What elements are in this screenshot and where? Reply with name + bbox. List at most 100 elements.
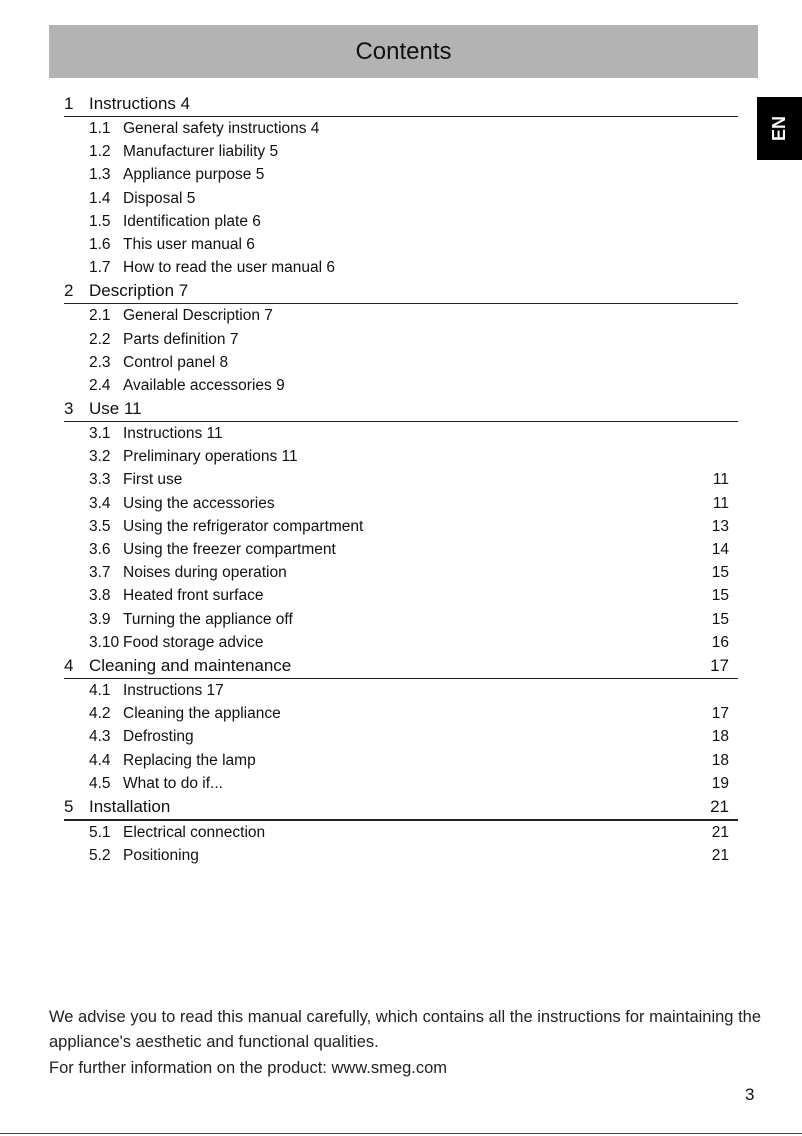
toc-item[interactable]: 2.2 Parts definition 7 [64,328,738,351]
item-title: Cleaning the appliance [123,705,281,723]
toc-item[interactable]: 4.1 Instructions 17 [64,679,738,702]
toc-item[interactable]: 1.6 This user manual 6 [64,233,738,256]
toc-item[interactable]: 4.3 Defrosting 18 [64,725,738,748]
item-page: 14 [711,541,729,558]
toc-item[interactable]: 4.5 What to do if... 19 [64,772,738,795]
toc-item[interactable]: 3.10 Food storage advice 16 [64,631,738,654]
item-title: General safety instructions 4 [123,120,320,137]
item-number: 5.2 [89,847,111,865]
toc-item[interactable]: 1.3 Appliance purpose 5 [64,163,738,186]
item-page: 15 [711,564,729,582]
section-number: 2 [64,281,74,301]
item-title: Replacing the lamp [123,751,256,769]
toc-item[interactable]: 3.4 Using the accessories 11 [64,492,738,515]
toc-item[interactable]: 3.2 Preliminary operations 11 [64,445,738,468]
toc-item[interactable]: 3.1 Instructions 11 [64,422,738,445]
item-number: 3.7 [89,564,111,582]
item-page: 11 [712,494,729,512]
item-title: Identification plate 6 [123,212,261,230]
contents-header: Contents [49,25,758,78]
footer-info: For further information on the product: … [49,1059,447,1077]
toc-item[interactable]: 1.2 Manufacturer liability 5 [64,140,738,163]
toc-item[interactable]: 1.7 How to read the user manual 6 [64,256,738,279]
section-number: 1 [64,94,74,113]
section-heading: 4 Cleaning and maintenance [64,654,291,678]
item-title: Instructions 11 [123,425,223,443]
item-title: Preliminary operations 11 [123,448,298,466]
item-number: 1.1 [89,120,111,137]
section-title: Use 11 [89,399,142,419]
page-title: Contents [355,37,452,65]
item-title: This user manual 6 [123,235,255,253]
toc-item[interactable]: 3.8 Heated front surface 15 [64,584,738,607]
item-title: Using the refrigerator compartment [123,517,364,535]
toc-item[interactable]: 3.3 First use 11 [64,468,738,491]
item-number: 3.10 [89,633,120,651]
section-number: 3 [64,399,74,419]
item-title: Available accessories 9 [123,376,285,394]
item-page: 21 [711,847,729,865]
toc-item[interactable]: 1.1 General safety instructions 4 [64,117,738,140]
section-number: 5 [64,796,74,816]
item-number: 3.2 [89,448,111,466]
item-page: 18 [711,728,729,746]
toc-item[interactable]: 4.4 Replacing the lamp 18 [64,749,738,772]
section-heading: 1 Instructions 4 [64,92,190,116]
item-page: 11 [712,471,729,489]
item-page: 15 [711,610,729,628]
toc-item[interactable]: 2.4 Available accessories 9 [64,374,738,397]
item-number: 2.3 [89,353,111,371]
item-page: 15 [711,587,729,605]
item-title: Positioning [123,847,199,865]
item-title: Food storage advice [123,633,264,651]
toc-item[interactable]: 3.9 Turning the appliance off 15 [64,608,738,631]
item-number: 3.3 [89,471,111,489]
toc-item[interactable]: 1.5 Identification plate 6 [64,210,738,233]
toc-item[interactable]: 4.2 Cleaning the appliance 17 [64,702,738,725]
item-title: Instructions 17 [123,681,224,699]
toc-item[interactable]: 2.3 Control panel 8 [64,351,738,374]
item-number: 3.9 [89,610,111,628]
item-page: 13 [711,517,729,535]
item-title: Turning the appliance off [123,610,293,628]
item-number: 1.2 [89,143,111,161]
item-title: Using the freezer compartment [123,541,336,558]
language-tab-label: EN [768,115,789,142]
item-number: 3.4 [89,494,111,512]
toc-item[interactable]: 5.2 Positioning 21 [64,844,738,867]
item-number: 2.4 [89,376,111,394]
toc-item[interactable]: 3.5 Using the refrigerator compartment 13 [64,515,738,538]
section-heading: 3 Use 11 [64,397,142,421]
toc-section[interactable]: 3 Use 11 [64,397,738,423]
item-number: 5.1 [89,823,111,841]
item-page: 21 [711,823,729,841]
item-page: 16 [711,633,729,651]
item-title: Appliance purpose 5 [123,166,265,184]
item-number: 2.2 [89,330,111,348]
toc-section[interactable]: 5 Installation 21 [64,795,738,821]
item-title: General Description 7 [123,307,273,325]
item-number: 1.7 [89,259,111,277]
item-page: 17 [711,705,729,723]
item-number: 2.1 [89,307,111,325]
toc-item[interactable]: 3.7 Noises during operation 15 [64,561,738,584]
item-title: Disposal 5 [123,189,196,207]
item-number: 4.5 [89,774,111,792]
section-page: 21 [710,796,729,816]
section-title: Instructions 4 [89,94,191,113]
section-heading: 5 Installation [64,795,170,819]
toc-section[interactable]: 1 Instructions 4 [64,92,738,117]
toc-item[interactable]: 1.4 Disposal 5 [64,187,738,210]
item-number: 1.6 [89,235,111,253]
toc-section[interactable]: 4 Cleaning and maintenance 17 [64,654,738,679]
item-title: Control panel 8 [123,353,229,371]
toc-item[interactable]: 5.1 Electrical connection 21 [64,821,738,844]
item-title: Using the accessories [123,494,275,512]
item-number: 1.4 [89,189,111,207]
toc-item[interactable]: 3.6 Using the freezer compartment 14 [64,538,738,561]
toc-item[interactable]: 2.1 General Description 7 [64,304,738,327]
bottom-divider [0,1133,802,1134]
language-tab: EN [757,97,802,160]
toc-section[interactable]: 2 Description 7 [64,279,738,305]
item-page: 18 [711,751,729,769]
